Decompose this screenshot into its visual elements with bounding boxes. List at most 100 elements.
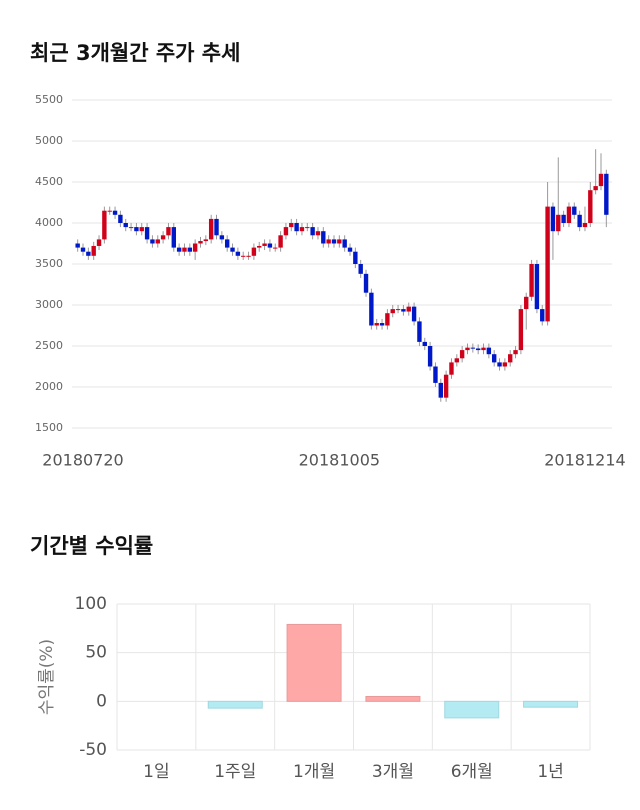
candle-body bbox=[572, 206, 577, 215]
candle-body bbox=[299, 227, 305, 232]
candle-body bbox=[123, 223, 128, 228]
y-tick-label: 2000 bbox=[35, 380, 63, 393]
x-tick-label: 20181214 bbox=[544, 451, 625, 470]
candle-body bbox=[390, 309, 395, 314]
candle-body bbox=[160, 235, 166, 240]
candle-body bbox=[588, 190, 593, 223]
candle-body bbox=[534, 264, 540, 310]
candle-body bbox=[230, 247, 235, 252]
bar bbox=[365, 695, 421, 702]
candle-body bbox=[214, 218, 219, 236]
candle-body bbox=[369, 292, 374, 326]
chart-title: 최근 3개월간 주가 추세 bbox=[30, 41, 240, 65]
candle-body bbox=[481, 347, 486, 351]
y-tick-label: 0 bbox=[96, 691, 107, 711]
candle-body bbox=[406, 306, 411, 312]
candle-body bbox=[86, 251, 91, 256]
candle-body bbox=[497, 362, 502, 367]
candle-body bbox=[401, 309, 406, 312]
candle-body bbox=[80, 247, 86, 252]
candle-body bbox=[337, 239, 342, 244]
candle-body bbox=[545, 206, 550, 322]
x-tick-label: 1주일 bbox=[214, 762, 256, 782]
candle-body bbox=[427, 346, 433, 367]
candle-body bbox=[342, 239, 347, 248]
candle-body bbox=[540, 309, 545, 322]
y-tick-label: 2500 bbox=[35, 339, 63, 352]
candle-body bbox=[310, 227, 315, 236]
candle-body bbox=[134, 227, 139, 232]
y-tick-label: 3000 bbox=[35, 298, 63, 311]
y-tick-label: 5000 bbox=[35, 134, 63, 147]
candle-body bbox=[224, 239, 230, 248]
candle-body bbox=[262, 243, 267, 246]
y-tick-label: -50 bbox=[79, 740, 107, 760]
candle-body bbox=[417, 321, 422, 342]
candle-body bbox=[96, 239, 102, 246]
candle-body bbox=[182, 247, 187, 252]
x-tick-label: 3개월 bbox=[372, 762, 414, 782]
y-tick-label: 5500 bbox=[35, 93, 63, 106]
candle-body bbox=[470, 347, 476, 349]
candle-body bbox=[289, 223, 294, 228]
candle-body bbox=[102, 210, 107, 240]
candle-body bbox=[171, 227, 176, 248]
candle-body bbox=[582, 223, 588, 228]
candle-body bbox=[550, 206, 556, 232]
candle-body bbox=[91, 245, 96, 256]
candle-body bbox=[321, 231, 326, 244]
candle-body bbox=[454, 358, 460, 363]
candle-body bbox=[283, 227, 289, 236]
candle-body bbox=[385, 313, 390, 326]
candle-body bbox=[144, 227, 150, 240]
candle-body bbox=[155, 239, 160, 244]
candle-body bbox=[465, 347, 470, 351]
y-tick-label: 3500 bbox=[35, 257, 63, 270]
x-tick-label: 1년 bbox=[537, 762, 563, 782]
y-tick-label: 100 bbox=[75, 594, 107, 614]
candle-body bbox=[251, 247, 257, 256]
candle-body bbox=[198, 241, 203, 244]
candle-body bbox=[118, 214, 123, 223]
candle-body bbox=[593, 186, 598, 191]
candle-body bbox=[257, 245, 262, 248]
x-tick-label: 20180720 bbox=[42, 451, 123, 470]
candle-body bbox=[438, 382, 443, 398]
candle-body bbox=[353, 251, 358, 264]
candle-body bbox=[278, 235, 283, 248]
candle-body bbox=[374, 323, 379, 326]
candle-body bbox=[128, 227, 134, 229]
bar bbox=[444, 700, 500, 719]
candle-body bbox=[305, 227, 310, 229]
candle-body bbox=[192, 243, 198, 252]
candle-body bbox=[139, 227, 144, 232]
candle-body bbox=[331, 239, 337, 244]
candle-body bbox=[524, 296, 529, 310]
chart-title: 기간별 수익률 bbox=[30, 534, 153, 558]
candle-body bbox=[486, 347, 492, 355]
candle-body bbox=[208, 218, 214, 240]
candle-body bbox=[203, 239, 209, 242]
candle-body bbox=[518, 309, 524, 351]
candle-body bbox=[358, 264, 363, 274]
candle-body bbox=[347, 247, 353, 252]
y-tick-label: 4500 bbox=[35, 175, 63, 188]
candle-body bbox=[235, 251, 241, 256]
candle-body bbox=[246, 255, 251, 257]
x-tick-label: 20181005 bbox=[299, 451, 380, 470]
candle-body bbox=[411, 306, 417, 322]
candle-body bbox=[491, 354, 497, 363]
candle-body bbox=[315, 231, 321, 236]
candle-body bbox=[112, 210, 118, 215]
x-tick-label: 1개월 bbox=[293, 762, 335, 782]
candle-body bbox=[459, 350, 465, 359]
candle-body bbox=[379, 323, 385, 326]
candle-body bbox=[395, 309, 401, 311]
candle-body bbox=[166, 227, 171, 236]
candle-body bbox=[363, 273, 369, 293]
candle-body bbox=[219, 235, 225, 240]
x-tick-label: 1일 bbox=[143, 762, 169, 782]
candle-body bbox=[326, 239, 331, 244]
candle-body bbox=[433, 366, 438, 383]
x-tick-label: 6개월 bbox=[451, 762, 493, 782]
